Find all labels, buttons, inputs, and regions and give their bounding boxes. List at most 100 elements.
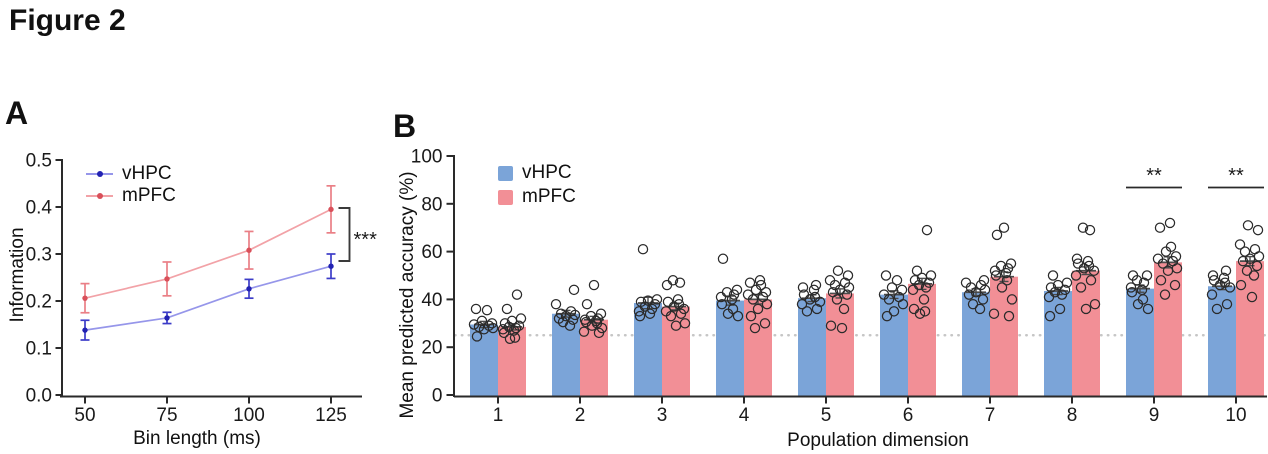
panel-a: 0.0 0.1 0.2 0.3 0.4 0.5 50 75 100 125 *** Informat… — [0, 130, 400, 454]
scatter-point — [1088, 265, 1100, 276]
scatter-point — [1251, 260, 1263, 272]
scatter-vhpc-dim5 — [796, 279, 826, 317]
scatter-point — [759, 318, 771, 329]
scatter-point — [1160, 246, 1172, 257]
panel-a-x-axis-label: Bin length (ms) — [133, 428, 261, 449]
scatter-point — [662, 296, 674, 308]
data-point-marker — [246, 286, 252, 292]
scatter-point — [1155, 275, 1167, 286]
scatter-point — [810, 279, 822, 291]
scatter-point — [1221, 298, 1233, 310]
scatter-vhpc-dim9 — [1125, 270, 1154, 315]
legend-item-mpfc-b: mPFC — [498, 185, 576, 209]
legend-item-mpfc-a: mPFC — [86, 185, 176, 207]
scatter-point — [1214, 279, 1226, 291]
scatter-mpfc-dim10 — [1234, 220, 1265, 303]
panel-b-y-axis-label: Mean predicted accuracy (%) — [397, 171, 418, 419]
scatter-point — [1000, 267, 1012, 279]
scatter-point — [1054, 303, 1066, 315]
scatter-point — [880, 270, 892, 281]
legend-label-vhpc-a: vHPC — [122, 163, 172, 184]
legend-label-mpfc-a: mPFC — [122, 185, 176, 206]
bar-vhpc-dim5 — [798, 298, 826, 396]
scatter-mpfc-dim9 — [1152, 217, 1183, 300]
scatter-mpfc-dim1 — [497, 289, 527, 345]
scatter-point — [468, 319, 480, 330]
scatter-point — [661, 279, 673, 291]
scatter-point — [498, 327, 510, 339]
x-tick-label: 5 — [821, 405, 832, 426]
scatter-point — [832, 265, 844, 276]
scatter-point — [1220, 265, 1232, 276]
scatter-point — [752, 303, 764, 315]
legend-item-vhpc-b: vHPC — [498, 161, 576, 185]
scatter-point — [717, 253, 729, 264]
scatter-point — [1075, 282, 1087, 293]
scatter-point — [989, 265, 1001, 276]
scatter-point — [1154, 222, 1166, 233]
x-tick-label: 50 — [74, 405, 95, 426]
y-tick-label: 0 — [432, 386, 443, 407]
scatter-point — [834, 284, 846, 296]
data-point-marker — [328, 206, 334, 213]
scatter-point — [1253, 251, 1265, 262]
x-tick-label: 125 — [315, 405, 347, 426]
scatter-mpfc-dim8 — [1070, 222, 1101, 315]
scatter-point — [1162, 265, 1174, 276]
y-tick-label: 0.4 — [26, 198, 53, 219]
y-tick-label: 0.2 — [26, 292, 52, 313]
scatter-vhpc-dim4 — [715, 253, 744, 322]
scatter-point — [1234, 239, 1246, 250]
scatter-point — [478, 324, 490, 335]
vhpc-line-swatch — [86, 171, 113, 177]
scatter-point — [1239, 246, 1251, 257]
bar-mpfc-dim3 — [662, 306, 690, 396]
scatter-point — [1157, 258, 1169, 269]
y-tick-label: 80 — [421, 194, 442, 215]
scatter-point — [745, 310, 757, 322]
scatter-point — [670, 320, 682, 331]
scatter-point — [891, 275, 903, 286]
scatter-point — [920, 282, 932, 293]
bar-vhpc-dim4 — [716, 300, 744, 396]
scatter-point — [722, 308, 734, 319]
scatter-point — [988, 308, 1000, 319]
x-tick-label: 6 — [903, 405, 914, 426]
scatter-point — [486, 318, 498, 329]
scatter-point — [675, 308, 687, 319]
bar-mpfc-dim10 — [1236, 261, 1264, 396]
x-tick-label: 100 — [233, 405, 265, 426]
scatter-point — [911, 265, 923, 276]
scatter-point — [1047, 270, 1059, 281]
scatter-point — [1141, 270, 1153, 281]
y-tick-label: 60 — [421, 242, 442, 263]
scatter-point — [841, 289, 853, 300]
bar-mpfc-dim7 — [990, 276, 1018, 396]
scatter-point — [592, 313, 604, 324]
mpfc-marker-dot — [97, 193, 103, 199]
x-tick-label: 9 — [1149, 405, 1160, 426]
scatter-point — [633, 306, 645, 317]
data-point-marker — [164, 315, 170, 321]
scatter-point — [1244, 253, 1256, 264]
x-tick-label: 75 — [156, 405, 177, 426]
significance-stars-a: *** — [354, 229, 378, 251]
scatter-vhpc-dim6 — [878, 270, 909, 322]
scatter-point — [1085, 275, 1097, 286]
scatter-point — [804, 294, 816, 305]
scatter-point — [1126, 287, 1138, 298]
scatter-mpfc-dim2 — [578, 279, 608, 339]
scatter-point — [564, 320, 576, 331]
scatter-point — [1235, 279, 1247, 291]
scatter-point — [1246, 291, 1258, 303]
scatter-point — [1242, 220, 1254, 231]
scatter-point — [1248, 270, 1260, 281]
scatter-point — [1070, 270, 1082, 281]
scatter-point — [1080, 303, 1092, 315]
scatter-point — [674, 277, 686, 288]
scatter-point — [1044, 310, 1056, 322]
panel-b-legend: vHPC mPFC — [498, 161, 576, 209]
bar-mpfc-dim9 — [1154, 262, 1182, 396]
bar-vhpc-dim1 — [470, 324, 498, 396]
